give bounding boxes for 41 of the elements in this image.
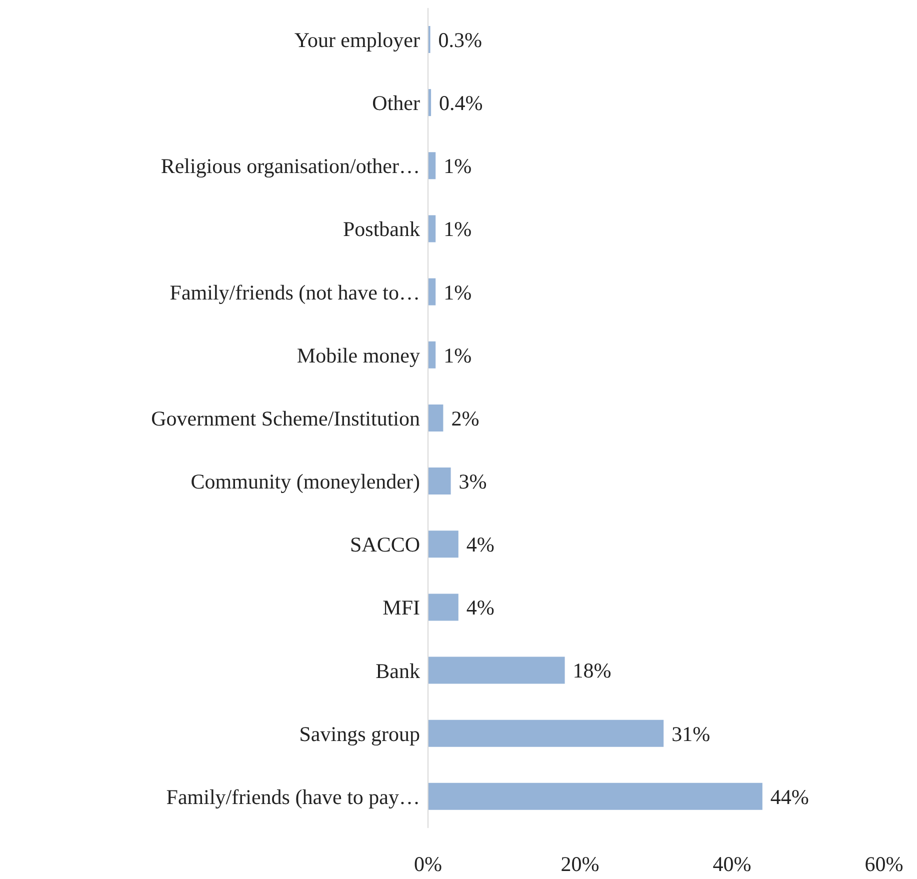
y-tick-label: Postbank	[342, 217, 420, 242]
bar	[428, 530, 458, 558]
x-tick-label: 60%	[864, 852, 904, 876]
y-tick-label: MFI	[382, 596, 420, 620]
data-label: 0.3%	[438, 28, 482, 52]
y-tick-label: Other	[372, 91, 420, 116]
bar	[428, 720, 664, 747]
x-tick-label: 0%	[414, 852, 442, 876]
data-label: 1%	[444, 343, 472, 368]
bar	[428, 656, 565, 684]
data-label: 18%	[572, 658, 612, 683]
y-tick-label: Your employer	[294, 28, 420, 52]
data-label: 4%	[466, 532, 494, 557]
x-tick-label: 20%	[560, 852, 600, 876]
bar	[428, 404, 444, 432]
y-tick-label: Religious organisation/other…	[160, 154, 420, 178]
data-label: 1%	[444, 280, 472, 304]
bar	[428, 215, 436, 242]
data-label: 2%	[451, 406, 480, 430]
x-tick-label: 40%	[712, 852, 752, 876]
data-label: 1%	[444, 154, 472, 178]
y-tick-label: Savings group	[299, 722, 420, 746]
y-tick-label: Mobile money	[296, 343, 420, 368]
bar	[428, 782, 762, 810]
bar	[428, 594, 458, 621]
bar	[428, 341, 436, 368]
bar	[428, 468, 451, 495]
data-label: 3%	[458, 469, 487, 494]
data-label: 4%	[466, 596, 494, 620]
data-label: 1%	[444, 217, 472, 242]
bar	[428, 152, 436, 180]
y-tick-label: SACCO	[350, 532, 420, 557]
data-label: 0.4%	[439, 91, 483, 116]
y-tick-label: Government Scheme/Institution	[151, 406, 420, 430]
data-label: 44%	[770, 784, 809, 809]
y-tick-label: Family/friends (have to pay…	[166, 784, 420, 809]
y-tick-label: Family/friends (not have to…	[170, 280, 420, 304]
y-tick-label: Community (moneylender)	[190, 470, 420, 494]
bar	[428, 278, 436, 306]
data-label: 31%	[672, 722, 710, 746]
y-tick-label: Bank	[376, 658, 420, 683]
